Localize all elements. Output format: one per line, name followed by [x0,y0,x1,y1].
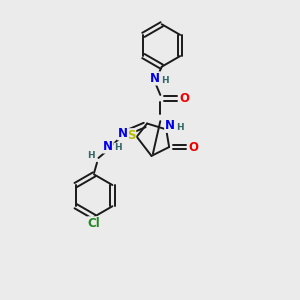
Text: H: H [161,76,169,85]
Text: N: N [150,72,160,85]
Text: N: N [103,140,113,153]
Text: N: N [118,127,128,140]
Text: N: N [165,119,175,132]
Text: S: S [127,129,136,142]
Text: O: O [188,141,198,154]
Text: H: H [176,122,183,131]
Text: H: H [114,143,122,152]
Text: Cl: Cl [88,217,100,230]
Text: O: O [179,92,190,105]
Text: H: H [87,151,94,160]
